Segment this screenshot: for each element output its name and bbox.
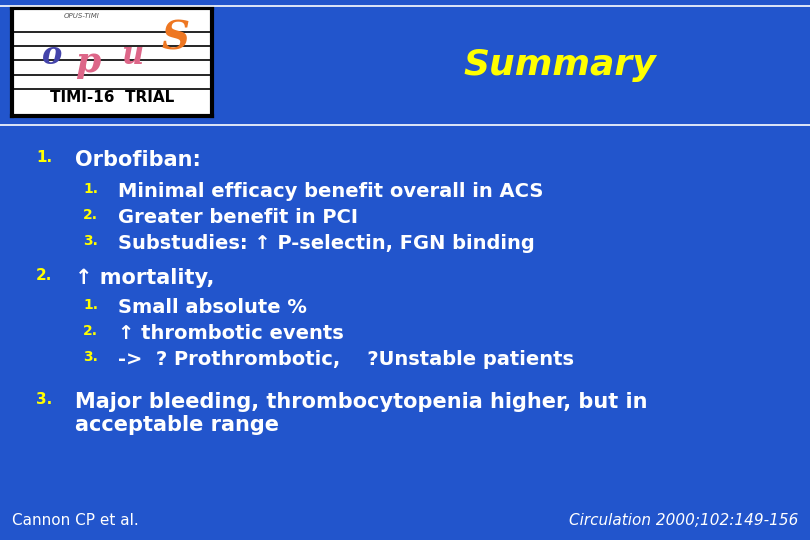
- Text: OPUS-TIMI: OPUS-TIMI: [64, 13, 100, 19]
- Text: 2.: 2.: [83, 324, 98, 338]
- Text: 3.: 3.: [83, 350, 98, 364]
- Text: ↑ thrombotic events: ↑ thrombotic events: [118, 324, 343, 343]
- Text: TIMI-16  TRIAL: TIMI-16 TRIAL: [50, 90, 174, 105]
- Text: 1.: 1.: [83, 298, 98, 312]
- Text: ↑ mortality,: ↑ mortality,: [75, 268, 215, 288]
- Text: Greater benefit in PCI: Greater benefit in PCI: [118, 208, 358, 227]
- Text: Small absolute %: Small absolute %: [118, 298, 307, 317]
- Text: 1.: 1.: [83, 182, 98, 196]
- Text: Orbofiban:: Orbofiban:: [75, 150, 201, 170]
- Text: 2.: 2.: [83, 208, 98, 222]
- Text: Summary: Summary: [463, 48, 656, 82]
- Text: p: p: [75, 45, 100, 79]
- Text: 1.: 1.: [36, 150, 52, 165]
- Text: Cannon CP et al.: Cannon CP et al.: [12, 513, 139, 528]
- Text: 2.: 2.: [36, 268, 52, 283]
- Text: 3.: 3.: [36, 392, 52, 407]
- Text: Circulation 2000;102:149-156: Circulation 2000;102:149-156: [569, 513, 798, 528]
- Text: Substudies: ↑ P-selectin, FGN binding: Substudies: ↑ P-selectin, FGN binding: [118, 234, 535, 253]
- Text: u: u: [121, 40, 143, 71]
- Text: ->  ? Prothrombotic,    ?Unstable patients: -> ? Prothrombotic, ?Unstable patients: [118, 350, 574, 369]
- Text: Major bleeding, thrombocytopenia higher, but in
acceptable range: Major bleeding, thrombocytopenia higher,…: [75, 392, 647, 435]
- Bar: [12, 8, 212, 116]
- Text: S: S: [162, 19, 190, 57]
- Text: o: o: [42, 40, 62, 71]
- Text: Minimal efficacy benefit overall in ACS: Minimal efficacy benefit overall in ACS: [118, 182, 544, 201]
- Text: 3.: 3.: [83, 234, 98, 248]
